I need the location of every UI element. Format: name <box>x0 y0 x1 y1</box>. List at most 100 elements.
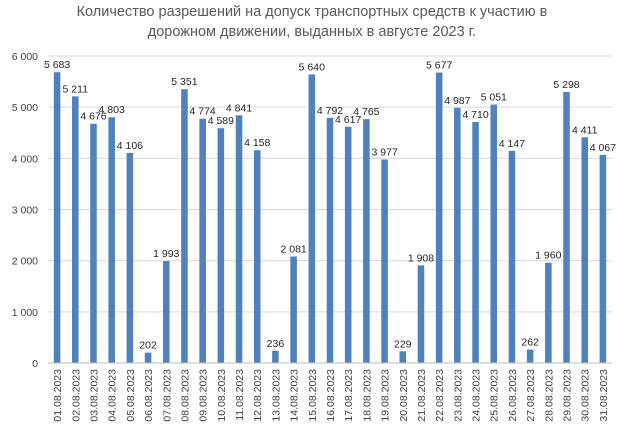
bar <box>399 351 407 363</box>
bar <box>417 265 425 363</box>
data-label: 5 683 <box>44 59 70 71</box>
bar <box>253 150 261 363</box>
bar <box>545 262 552 363</box>
x-tick-label: 19.08.2023 <box>380 369 392 422</box>
y-tick-label: 2 000 <box>12 256 38 268</box>
x-tick-label: 21.08.2023 <box>416 369 428 422</box>
y-tick-label: 4 000 <box>12 153 38 165</box>
chart-title-line-2: дорожном движении, выданных в августе 20… <box>148 24 476 40</box>
x-tick-label: 04.08.2023 <box>107 369 119 422</box>
bar <box>344 126 352 364</box>
data-label: 1 993 <box>153 248 179 260</box>
data-label: 3 977 <box>371 147 397 159</box>
x-tick-label: 15.08.2023 <box>307 369 319 422</box>
data-label: 262 <box>521 337 539 349</box>
x-tick-label: 20.08.2023 <box>398 369 410 422</box>
x-tick-label: 03.08.2023 <box>88 369 100 422</box>
bar <box>108 117 115 364</box>
data-label: 4 147 <box>499 138 525 150</box>
data-label: 4 774 <box>190 106 216 118</box>
data-label: 4 792 <box>317 105 343 117</box>
x-tick-label: 06.08.2023 <box>143 369 155 422</box>
bar <box>72 96 79 364</box>
x-tick-label: 09.08.2023 <box>198 369 210 422</box>
x-tick-label: 27.08.2023 <box>525 369 537 422</box>
data-label: 4 617 <box>335 114 361 126</box>
bar <box>581 137 588 363</box>
x-axis-tick-labels: 01.08.2023 02.08.2023 03.08.2023 04.08.2023… <box>52 369 610 422</box>
y-tick-label: 3 000 <box>12 205 38 217</box>
data-label: 1 908 <box>408 252 434 264</box>
bar <box>435 72 443 364</box>
data-label: 4 710 <box>462 109 488 121</box>
x-tick-label: 14.08.2023 <box>289 369 301 422</box>
data-label: 4 106 <box>117 140 143 152</box>
data-label: 4 067 <box>590 142 616 154</box>
x-tick-label: 05.08.2023 <box>125 369 137 422</box>
data-label: 2 081 <box>280 244 306 256</box>
data-label: 5 298 <box>553 79 579 91</box>
x-tick-label: 11.08.2023 <box>234 369 246 421</box>
bar <box>162 261 170 363</box>
x-tick-label: 30.08.2023 <box>580 369 592 422</box>
data-label: 4 803 <box>99 104 125 116</box>
bar <box>599 154 607 363</box>
data-label: 5 640 <box>299 61 325 73</box>
bar <box>326 117 334 364</box>
x-tick-label: 01.08.2023 <box>52 369 64 422</box>
bar <box>272 350 279 363</box>
data-label: 236 <box>267 338 285 350</box>
bar <box>217 128 225 363</box>
y-tick-label: 1 000 <box>12 307 38 319</box>
y-axis-tick-labels: 0 1 000 2 000 3 000 4 000 5 000 6 000 <box>12 51 38 370</box>
data-label: 4 676 <box>80 111 106 123</box>
x-tick-label: 28.08.2023 <box>543 369 555 422</box>
bar <box>454 107 461 363</box>
y-tick-label: 0 <box>32 358 38 370</box>
y-tick-label: 6 000 <box>12 51 38 63</box>
x-tick-label: 17.08.2023 <box>343 369 355 422</box>
x-tick-label: 22.08.2023 <box>434 369 446 422</box>
bar <box>363 119 370 364</box>
data-label: 4 987 <box>444 95 470 107</box>
data-label: 5 677 <box>426 60 452 72</box>
bar <box>308 74 316 364</box>
bar <box>472 122 479 363</box>
x-tick-label: 16.08.2023 <box>325 369 337 422</box>
bar <box>490 104 498 364</box>
data-label: 4 158 <box>244 137 270 149</box>
x-tick-label: 24.08.2023 <box>471 369 483 422</box>
x-tick-label: 13.08.2023 <box>270 369 282 422</box>
data-label: 5 351 <box>171 76 197 88</box>
bar <box>181 89 188 364</box>
bar <box>144 352 152 363</box>
x-tick-label: 12.08.2023 <box>252 369 264 422</box>
data-label: 5 051 <box>481 92 507 104</box>
x-tick-label: 02.08.2023 <box>70 369 82 422</box>
chart-title-line-1: Количество разрешений на допуск транспор… <box>77 4 548 20</box>
x-tick-label: 18.08.2023 <box>361 369 373 422</box>
bar <box>126 152 134 363</box>
data-label: 4 589 <box>208 115 234 127</box>
bar <box>290 256 297 363</box>
x-tick-label: 08.08.2023 <box>179 369 191 422</box>
x-tick-label: 26.08.2023 <box>507 369 519 422</box>
bar <box>199 118 206 363</box>
x-tick-label: 25.08.2023 <box>489 369 501 422</box>
bars <box>53 72 607 364</box>
data-label: 4 841 <box>226 102 252 114</box>
bar <box>563 91 570 363</box>
data-label: 4 765 <box>353 106 379 118</box>
data-label: 5 211 <box>63 83 89 95</box>
bar <box>526 349 534 363</box>
data-label: 4 411 <box>572 124 598 136</box>
x-tick-label: 29.08.2023 <box>562 369 574 422</box>
bar <box>508 150 516 363</box>
data-label: 1 960 <box>535 250 561 262</box>
data-label: 202 <box>139 340 157 352</box>
x-tick-label: 10.08.2023 <box>216 369 228 422</box>
y-tick-label: 5 000 <box>12 102 38 114</box>
bar <box>53 72 61 363</box>
